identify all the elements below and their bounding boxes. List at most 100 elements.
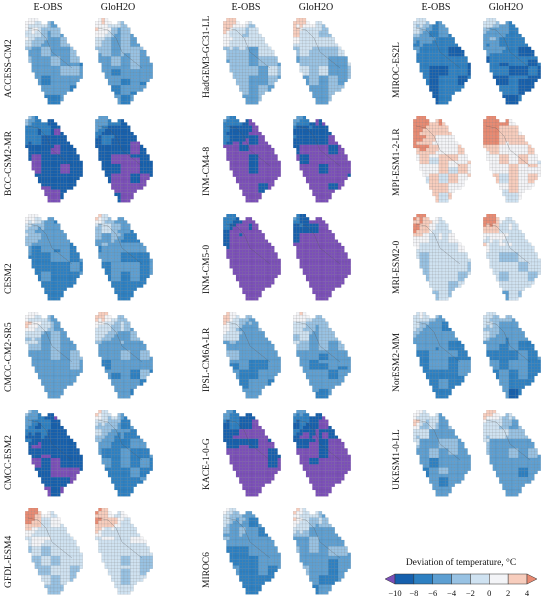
grid-cell <box>111 480 115 484</box>
grid-cell <box>47 233 51 237</box>
grid-cell <box>95 43 99 47</box>
grid-cell <box>114 517 118 521</box>
grid-cell <box>95 128 99 133</box>
grid-cell <box>98 40 102 44</box>
grid-cell <box>44 549 48 553</box>
grid-cell <box>53 59 58 63</box>
grid-cell <box>267 56 272 60</box>
grid-cell <box>111 565 115 569</box>
grid-cell <box>267 88 272 92</box>
grid-cell <box>50 321 55 325</box>
grid-cell <box>239 154 243 158</box>
grid-cell <box>315 88 319 92</box>
grid-cell <box>321 72 326 76</box>
grid-cell <box>111 274 115 279</box>
grid-cell <box>69 157 74 161</box>
grid-cell <box>117 591 121 595</box>
grid-cell <box>53 226 58 231</box>
grid-cell <box>41 416 45 420</box>
grid-cell <box>258 43 262 47</box>
grid-cell <box>47 160 51 165</box>
grid-cell <box>114 565 118 569</box>
grid-cell <box>60 131 64 136</box>
grid-cell <box>69 372 74 377</box>
grid-cell <box>111 40 115 44</box>
grid-cell <box>296 49 300 54</box>
grid-cell <box>133 147 137 152</box>
grid-cell <box>143 258 147 263</box>
grid-cell <box>107 173 112 177</box>
grid-cell <box>143 173 147 177</box>
grid-cell <box>245 151 249 155</box>
grid-cell <box>251 147 256 152</box>
grid-cell <box>25 432 29 436</box>
grid-cell <box>226 46 230 51</box>
grid-cell <box>69 154 74 158</box>
grid-cell <box>114 163 118 168</box>
grid-cell <box>63 176 67 181</box>
grid-cell <box>111 271 115 275</box>
grid-cell <box>299 56 303 60</box>
grid-cell <box>117 331 121 335</box>
grid-cell <box>114 56 118 60</box>
grid-cell <box>28 523 32 528</box>
grid-cell <box>120 464 125 468</box>
grid-cell <box>63 179 67 184</box>
grid-cell <box>341 151 345 155</box>
grid-cell <box>337 88 342 92</box>
grid-cell <box>63 359 67 364</box>
grid-cell <box>123 565 128 569</box>
grid-cell <box>318 27 323 31</box>
grid-cell <box>50 552 55 557</box>
grid-cell <box>344 69 348 73</box>
grid-cell <box>245 62 249 67</box>
grid-cell <box>337 81 342 86</box>
grid-cell <box>57 372 61 377</box>
grid-cell <box>133 167 137 171</box>
grid-cell <box>44 546 48 550</box>
grid-cell <box>248 131 253 136</box>
grid-cell <box>107 37 112 41</box>
grid-cell <box>31 233 35 237</box>
grid-cell <box>226 119 230 123</box>
grid-cell <box>133 261 137 266</box>
grid-cell <box>229 167 233 171</box>
grid-cell <box>245 154 249 158</box>
grid-cell <box>226 151 230 155</box>
grid-cell <box>53 343 58 348</box>
grid-cell <box>73 170 77 174</box>
grid-cell <box>271 72 275 76</box>
grid-cell <box>337 72 342 76</box>
grid-cell <box>337 62 342 67</box>
grid-cell <box>251 72 256 76</box>
grid-cell <box>41 375 45 380</box>
grid-cell <box>296 56 300 60</box>
grid-cell <box>37 356 42 361</box>
grid-cell <box>130 135 134 139</box>
grid-cell <box>76 369 80 373</box>
grid-cell <box>143 249 147 253</box>
map-panel-gloh2o <box>95 18 153 105</box>
grid-cell <box>139 350 144 354</box>
grid-cell <box>139 568 144 573</box>
grid-cell <box>245 163 249 168</box>
grid-cell <box>123 340 128 345</box>
grid-cell <box>146 448 150 452</box>
grid-cell <box>28 425 32 430</box>
grid-cell <box>127 587 131 592</box>
grid-cell <box>299 151 303 155</box>
grid-cell <box>239 75 243 79</box>
grid-cell <box>107 473 112 478</box>
grid-cell <box>66 464 71 468</box>
grid-cell <box>136 141 141 145</box>
grid-cell <box>53 369 58 373</box>
grid-cell <box>139 575 144 579</box>
grid-cell <box>98 353 102 357</box>
grid-cell <box>248 189 253 193</box>
grid-cell <box>44 565 48 569</box>
grid-cell <box>123 549 128 553</box>
grid-cell <box>107 413 112 417</box>
grid-cell <box>28 37 32 41</box>
grid-cell <box>258 192 262 197</box>
grid-cell <box>79 167 83 171</box>
